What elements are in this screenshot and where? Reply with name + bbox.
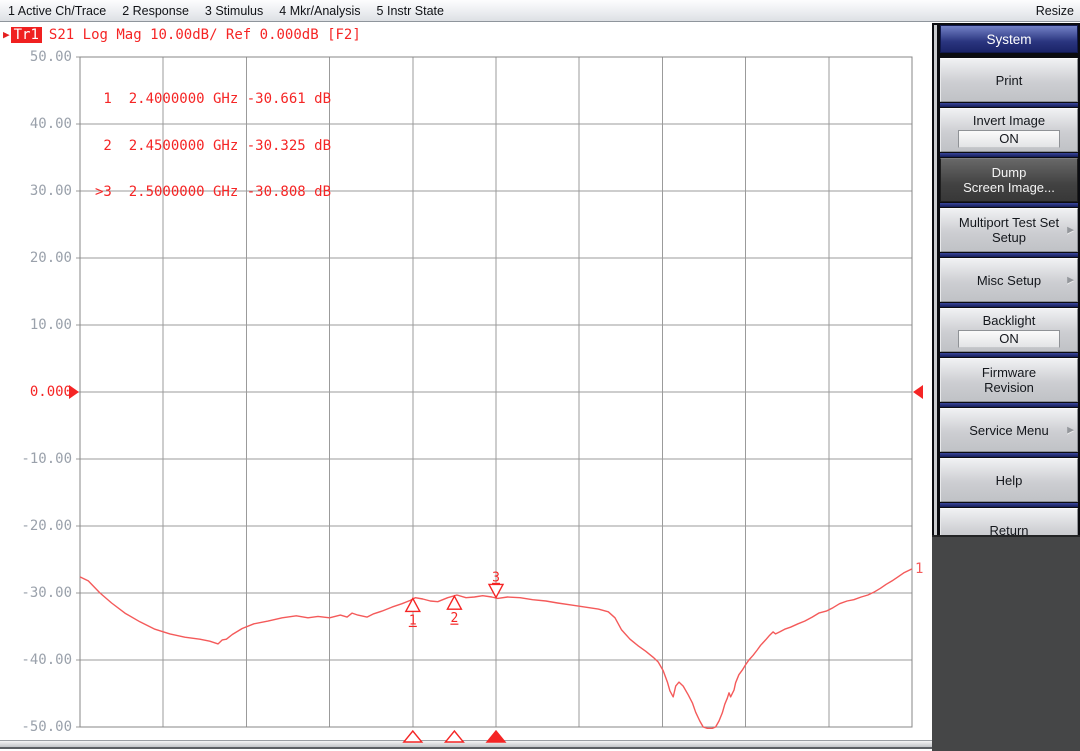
menu-stimulus[interactable]: 3 Stimulus: [204, 3, 264, 18]
invert-image-state: ON: [958, 129, 1060, 148]
y-tick-20: 20.00: [29, 250, 72, 266]
softkey-separator: [940, 403, 1078, 407]
ref-level-arrow-right-icon: [913, 385, 923, 399]
softkey-misc-setup[interactable]: Misc Setup ▶: [940, 258, 1078, 302]
softkey-invert-image[interactable]: Invert Image ON: [940, 108, 1078, 152]
softkey-separator: [940, 503, 1078, 507]
y-tick-40: 40.00: [29, 116, 72, 132]
y-tick-50: 50.00: [29, 49, 72, 65]
softkey-separator: [940, 253, 1078, 257]
stimulus-marker-2-icon[interactable]: [443, 729, 465, 743]
trace-tr1: [79, 568, 913, 729]
marker-3-icon[interactable]: [487, 583, 505, 599]
softkey-dump-screen-image[interactable]: Dump Screen Image...: [940, 158, 1078, 202]
submenu-arrow-icon: ▶: [1067, 424, 1074, 435]
trace-badge[interactable]: Tr1: [10, 26, 42, 43]
submenu-arrow-icon: ▶: [1067, 274, 1074, 285]
stimulus-marker-3-icon[interactable]: [485, 729, 507, 743]
marker-row-2: 2 2.4500000 GHz -30.325 dB: [95, 137, 332, 154]
trace-end-label: 1: [915, 561, 923, 577]
softkey-separator: [940, 103, 1078, 107]
stimulus-marker-1-icon[interactable]: [402, 729, 424, 743]
marker-readout-table: 1 2.4000000 GHz -30.661 dB 2 2.4500000 G…: [95, 61, 331, 216]
menu-bar: 1 Active Ch/Trace 2 Response 3 Stimulus …: [0, 0, 1080, 22]
active-trace-arrow-icon: ▶: [3, 28, 10, 41]
y-tick-m10: -10.00: [21, 451, 72, 467]
softkey-separator: [940, 203, 1078, 207]
marker-row-3: >3 2.5000000 GHz -30.808 dB: [95, 184, 332, 200]
softkey-separator: [940, 303, 1078, 307]
softkey-help[interactable]: Help: [940, 458, 1078, 502]
sidebar-rail: [934, 25, 937, 741]
backlight-state: ON: [958, 329, 1060, 348]
softkey-firmware-revision[interactable]: Firmware Revision: [940, 358, 1078, 402]
y-tick-m20: -20.00: [21, 518, 72, 534]
menu-instr-state[interactable]: 5 Instr State: [376, 3, 444, 18]
y-tick-m30: -30.00: [21, 585, 72, 601]
marker-2-number: 2: [450, 611, 458, 626]
window-bottom-edge: [0, 740, 932, 749]
menu-active-ch-trace[interactable]: 1 Active Ch/Trace: [8, 3, 107, 18]
softkey-service-menu[interactable]: Service Menu ▶: [940, 408, 1078, 452]
plot-area[interactable]: 1 1 2 3: [0, 0, 932, 749]
marker-1-number: 1: [409, 613, 417, 628]
y-tick-30: 30.00: [29, 183, 72, 199]
softkey-system[interactable]: System: [940, 25, 1078, 53]
softkey-separator: [940, 353, 1078, 357]
softkey-separator: [940, 153, 1078, 157]
y-tick-m50: -50.00: [21, 719, 72, 735]
softkey-backlight[interactable]: Backlight ON: [940, 308, 1078, 352]
softkey-separator: [940, 453, 1078, 457]
menu-mkr-analysis[interactable]: 4 Mkr/Analysis: [279, 3, 361, 18]
ref-level-arrow-left-icon: [69, 385, 79, 399]
menu-resize[interactable]: Resize: [1035, 3, 1074, 18]
graticule-border: [79, 56, 913, 728]
softkey-sidebar: System Print Invert Image ON Dump Screen…: [932, 23, 1080, 751]
submenu-arrow-icon: ▶: [1067, 224, 1074, 235]
trace-header: ▶ Tr1 S21 Log Mag 10.00dB/ Ref 0.000dB […: [3, 26, 361, 43]
menu-response[interactable]: 2 Response: [122, 3, 189, 18]
menu-items: 1 Active Ch/Trace 2 Response 3 Stimulus …: [0, 4, 1036, 18]
y-tick-m40: -40.00: [21, 652, 72, 668]
softkey-print[interactable]: Print: [940, 58, 1078, 102]
sidebar-blank-area: [932, 535, 1080, 751]
softkey-multiport-test-set-setup[interactable]: Multiport Test Set Setup ▶: [940, 208, 1078, 252]
marker-2-icon[interactable]: [446, 594, 463, 610]
marker-row-1: 1 2.4000000 GHz -30.661 dB: [95, 91, 332, 107]
y-tick-ref-0: 0.000: [29, 384, 72, 400]
y-tick-10: 10.00: [29, 317, 72, 333]
trace-format-text: S21 Log Mag 10.00dB/ Ref 0.000dB [F2]: [48, 26, 361, 43]
marker-1-icon[interactable]: [404, 596, 421, 613]
marker-3-number: 3: [492, 570, 500, 585]
